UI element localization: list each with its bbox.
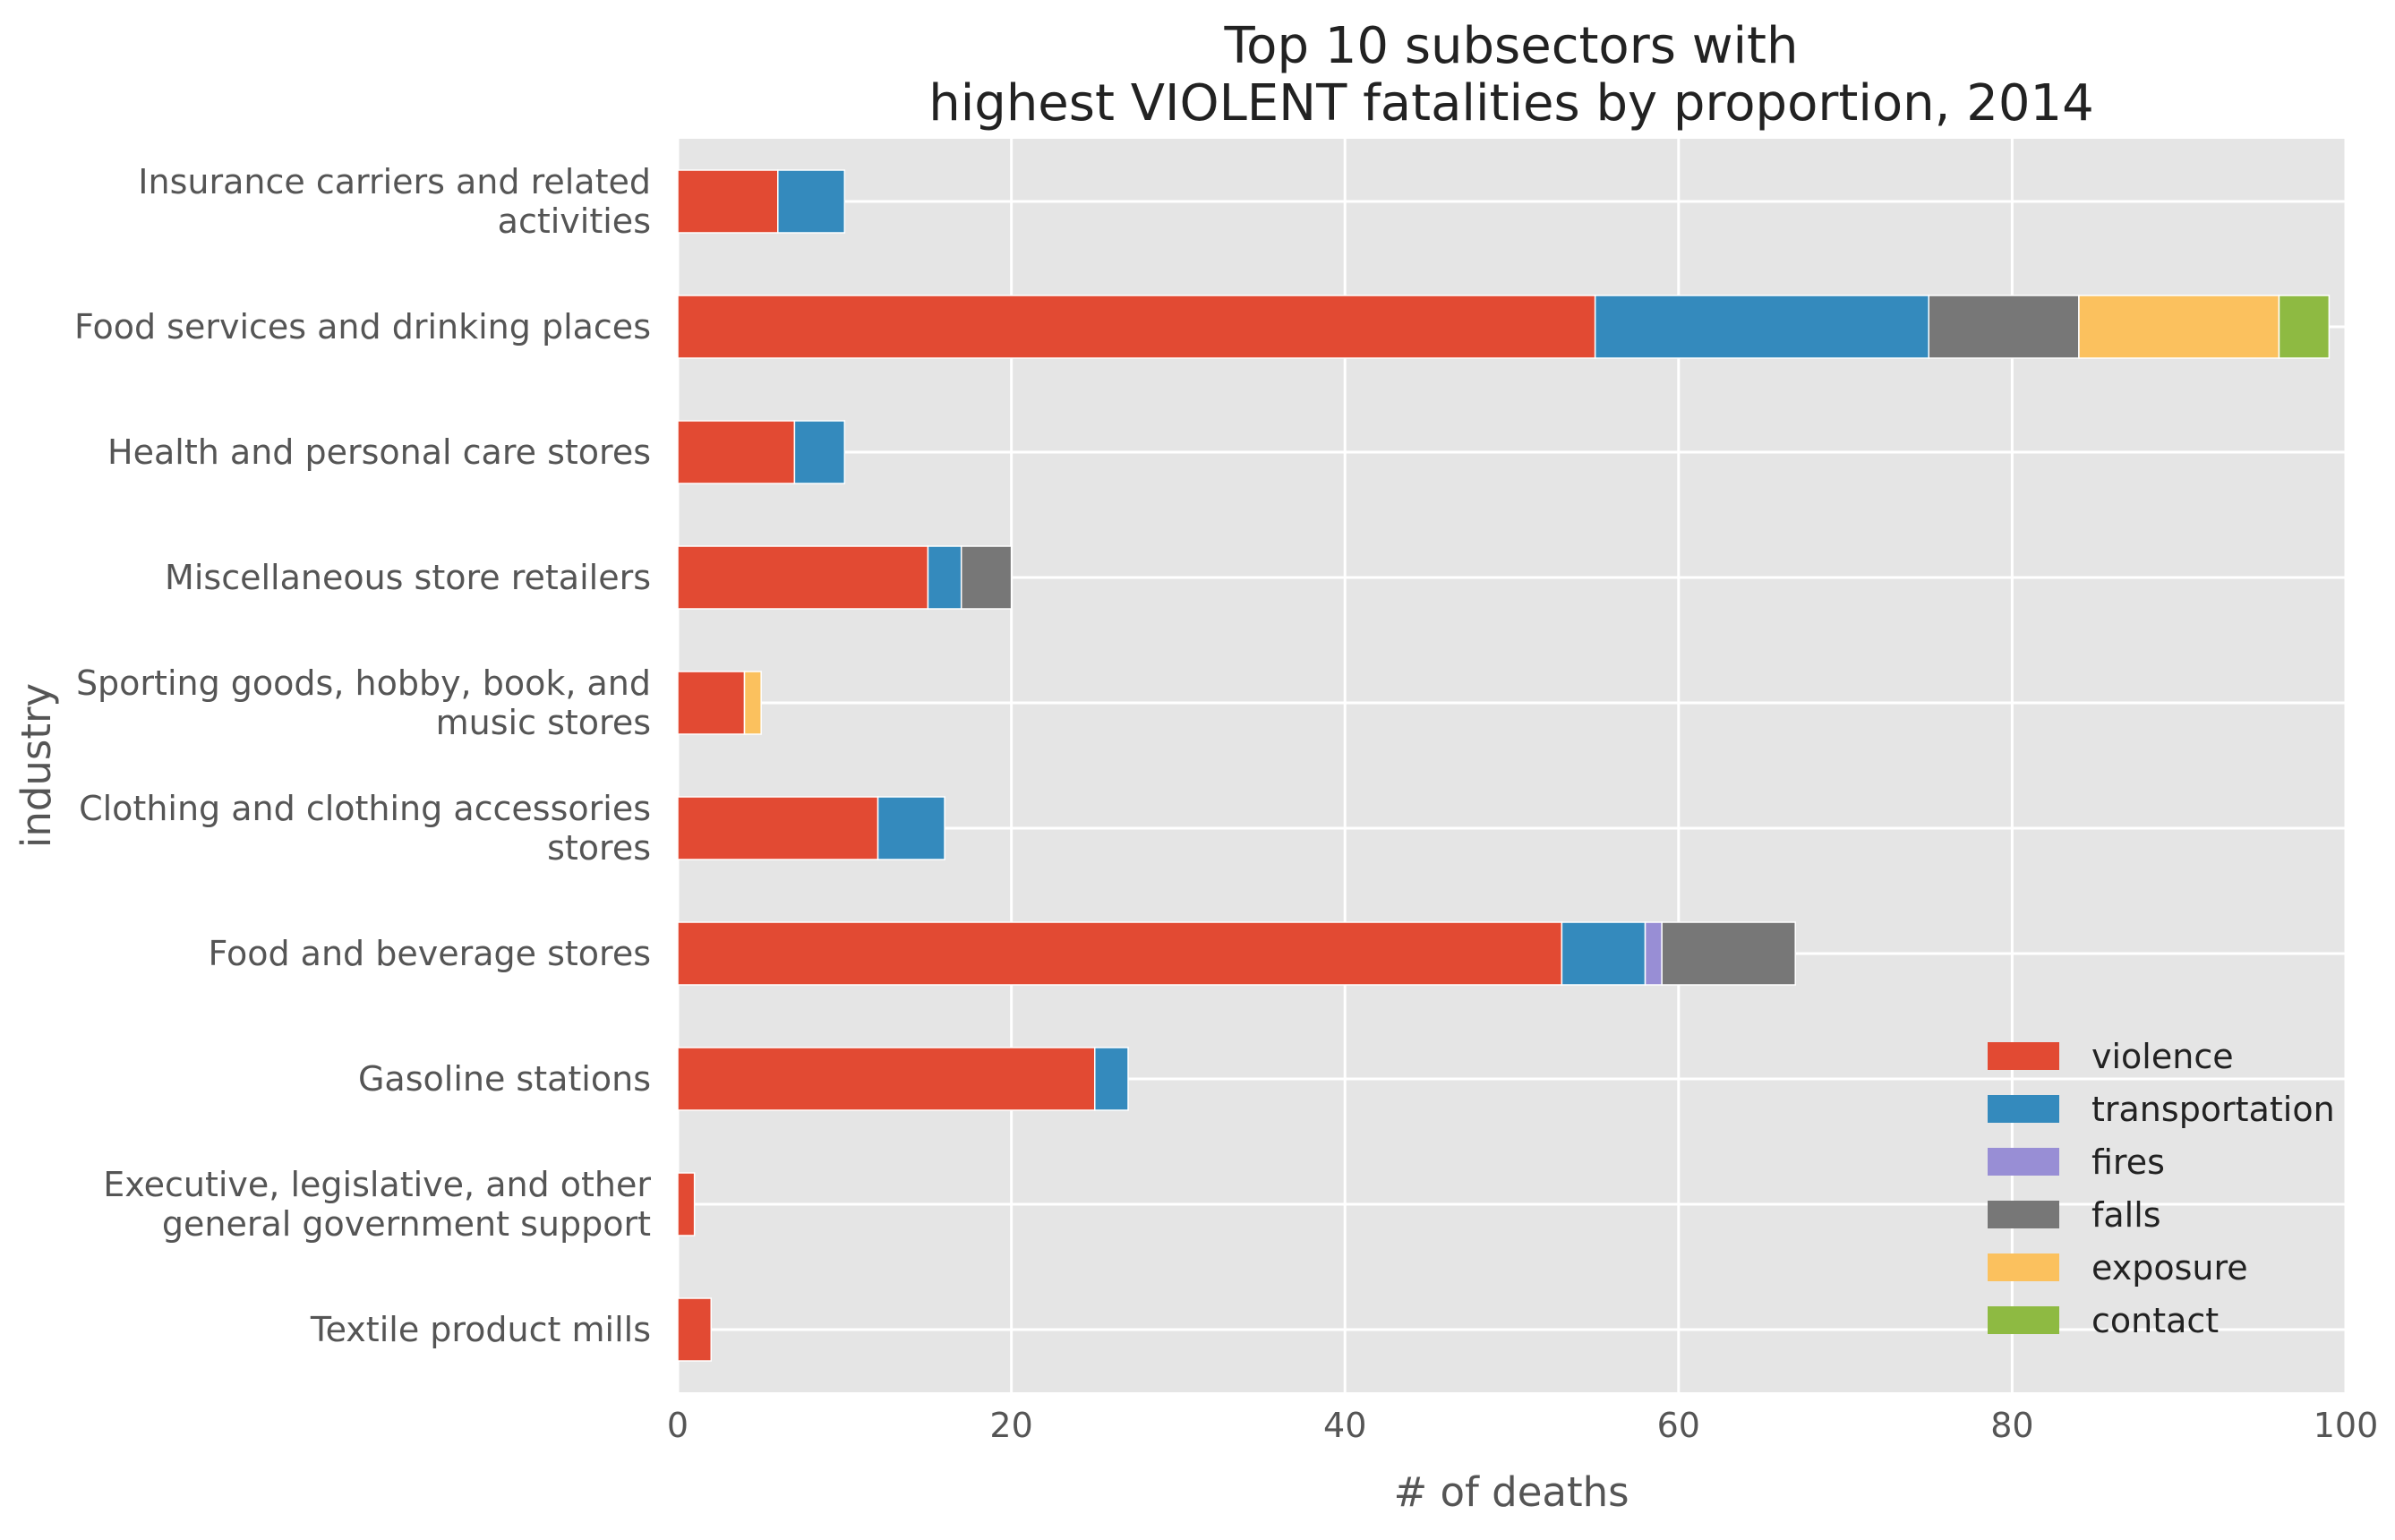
bar-violence <box>677 1172 696 1236</box>
axis-ticks: 0 20 40 60 80 100 Insurance carriers and relat… <box>74 162 2378 1445</box>
bar-fires <box>1644 921 1663 986</box>
bars <box>677 169 2331 1362</box>
chart-title: Top 10 subsectors with highest VIOLENT fa… <box>928 17 2094 133</box>
bar-transportation <box>1561 921 1647 986</box>
x-tick-label: 60 <box>1657 1406 1700 1445</box>
x-tick-label: 20 <box>989 1406 1032 1445</box>
y-tick-label: Gasoline stations <box>358 1059 651 1099</box>
bar-violence <box>677 169 779 234</box>
y-tick-label: Sporting goods, hobby, book, and music st… <box>76 663 651 742</box>
bar-transportation <box>1094 1047 1129 1111</box>
bar-violence <box>677 1047 1096 1111</box>
y-tick-label: Textile product mills <box>310 1310 651 1349</box>
bar-falls <box>960 545 1013 610</box>
legend: violence transportation fires falls exposure… <box>1988 1037 2335 1340</box>
legend-label-exposure: exposure <box>2091 1248 2248 1288</box>
legend-label-violence: violence <box>2091 1037 2234 1076</box>
legend-swatch-violence <box>1988 1042 2059 1070</box>
x-tick-label: 100 <box>2314 1406 2379 1445</box>
bar-exposure <box>2078 295 2280 359</box>
bar-violence <box>677 1297 713 1362</box>
legend-swatch-falls <box>1988 1201 2059 1228</box>
legend-swatch-transportation <box>1988 1095 2059 1123</box>
bar-violence <box>677 295 1596 359</box>
y-tick-label: Clothing and clothing accessories stores <box>79 789 651 868</box>
legend-label-contact: contact <box>2091 1301 2219 1340</box>
bar-falls <box>1661 921 1796 986</box>
y-tick-label: Food services and drinking places <box>74 307 651 346</box>
bar-violence <box>677 921 1563 986</box>
x-tick-label: 0 <box>667 1406 689 1445</box>
y-tick-label: Executive, legislative, and other general… <box>103 1165 651 1244</box>
legend-label-falls: falls <box>2091 1195 2161 1235</box>
bar-transportation <box>793 420 846 484</box>
bar-contact <box>2278 295 2331 359</box>
legend-swatch-fires <box>1988 1148 2059 1176</box>
bar-violence <box>677 796 879 860</box>
bar-transportation <box>877 796 945 860</box>
bar-transportation <box>777 169 846 234</box>
legend-label-fires: fires <box>2091 1142 2165 1182</box>
bar-violence <box>677 671 746 735</box>
y-axis-label: industry <box>13 683 60 848</box>
legend-swatch-exposure <box>1988 1253 2059 1281</box>
bar-exposure <box>743 671 762 735</box>
x-axis-label: # of deaths <box>1393 1468 1629 1516</box>
legend-swatch-contact <box>1988 1306 2059 1334</box>
y-tick-label: Food and beverage stores <box>208 934 651 973</box>
bar-transportation <box>1594 295 1930 359</box>
bar-violence <box>677 545 929 610</box>
bar-violence <box>677 420 796 484</box>
y-tick-label: Health and personal care stores <box>107 432 651 472</box>
x-tick-label: 80 <box>1990 1406 2033 1445</box>
legend-label-transportation: transportation <box>2091 1090 2335 1129</box>
x-tick-label: 40 <box>1323 1406 1366 1445</box>
y-tick-label: Miscellaneous store retailers <box>165 558 651 597</box>
y-tick-label: Insurance carriers and related activities <box>138 162 651 241</box>
bar-transportation <box>927 545 962 610</box>
bar-falls <box>1928 295 2080 359</box>
